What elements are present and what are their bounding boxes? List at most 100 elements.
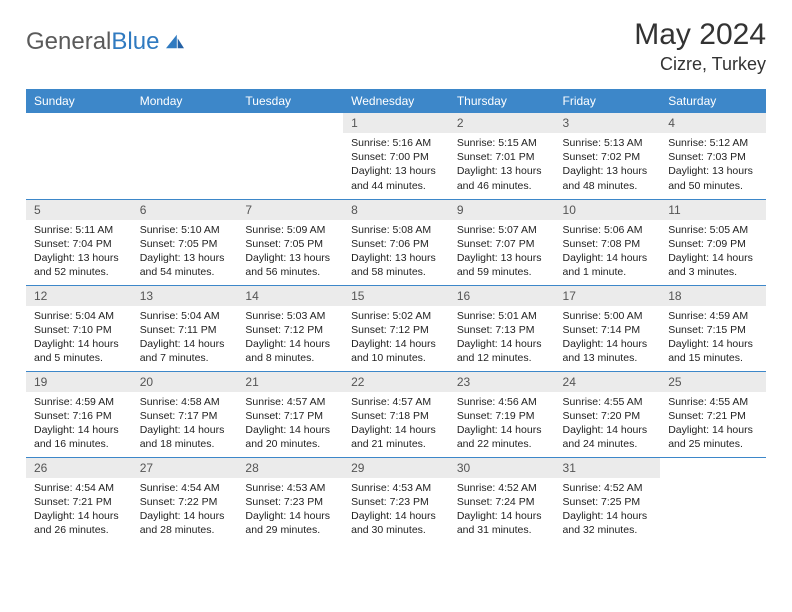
title-block: May 2024 Cizre, Turkey: [634, 18, 766, 75]
sunset-text: Sunset: 7:22 PM: [140, 495, 230, 509]
day-number: 26: [26, 458, 132, 478]
calendar-cell: 11Sunrise: 5:05 AMSunset: 7:09 PMDayligh…: [660, 199, 766, 285]
sunset-text: Sunset: 7:25 PM: [563, 495, 653, 509]
day-details: Sunrise: 4:55 AMSunset: 7:20 PMDaylight:…: [555, 392, 661, 456]
sunrise-text: Sunrise: 4:52 AM: [457, 481, 547, 495]
calendar-cell: 6Sunrise: 5:10 AMSunset: 7:05 PMDaylight…: [132, 199, 238, 285]
sunrise-text: Sunrise: 4:55 AM: [563, 395, 653, 409]
day-number: 22: [343, 372, 449, 392]
day-header: Wednesday: [343, 89, 449, 113]
sunrise-text: Sunrise: 5:09 AM: [245, 223, 335, 237]
daylight-text: Daylight: 14 hours and 15 minutes.: [668, 337, 758, 365]
day-header-row: SundayMondayTuesdayWednesdayThursdayFrid…: [26, 89, 766, 113]
sunset-text: Sunset: 7:24 PM: [457, 495, 547, 509]
sunrise-text: Sunrise: 5:15 AM: [457, 136, 547, 150]
sunset-text: Sunset: 7:14 PM: [563, 323, 653, 337]
day-number: 8: [343, 200, 449, 220]
day-details: Sunrise: 4:53 AMSunset: 7:23 PMDaylight:…: [343, 478, 449, 542]
sunrise-text: Sunrise: 5:06 AM: [563, 223, 653, 237]
sunset-text: Sunset: 7:01 PM: [457, 150, 547, 164]
day-details: Sunrise: 5:09 AMSunset: 7:05 PMDaylight:…: [237, 220, 343, 284]
day-details: Sunrise: 5:15 AMSunset: 7:01 PMDaylight:…: [449, 133, 555, 197]
calendar-row: 5Sunrise: 5:11 AMSunset: 7:04 PMDaylight…: [26, 199, 766, 285]
daylight-text: Daylight: 13 hours and 56 minutes.: [245, 251, 335, 279]
day-number: 12: [26, 286, 132, 306]
day-header: Friday: [555, 89, 661, 113]
daylight-text: Daylight: 14 hours and 29 minutes.: [245, 509, 335, 537]
sunrise-text: Sunrise: 5:02 AM: [351, 309, 441, 323]
sunrise-text: Sunrise: 5:07 AM: [457, 223, 547, 237]
day-number: 27: [132, 458, 238, 478]
day-number: [660, 458, 766, 464]
calendar-cell: 19Sunrise: 4:59 AMSunset: 7:16 PMDayligh…: [26, 371, 132, 457]
daylight-text: Daylight: 14 hours and 25 minutes.: [668, 423, 758, 451]
sail-icon: [164, 33, 186, 51]
calendar-cell: 23Sunrise: 4:56 AMSunset: 7:19 PMDayligh…: [449, 371, 555, 457]
sunrise-text: Sunrise: 5:08 AM: [351, 223, 441, 237]
calendar-row: 19Sunrise: 4:59 AMSunset: 7:16 PMDayligh…: [26, 371, 766, 457]
sunset-text: Sunset: 7:15 PM: [668, 323, 758, 337]
daylight-text: Daylight: 14 hours and 20 minutes.: [245, 423, 335, 451]
sunrise-text: Sunrise: 4:53 AM: [245, 481, 335, 495]
daylight-text: Daylight: 14 hours and 16 minutes.: [34, 423, 124, 451]
day-header: Thursday: [449, 89, 555, 113]
day-number: 3: [555, 113, 661, 133]
calendar-cell: 26Sunrise: 4:54 AMSunset: 7:21 PMDayligh…: [26, 457, 132, 543]
day-number: 7: [237, 200, 343, 220]
daylight-text: Daylight: 13 hours and 48 minutes.: [563, 164, 653, 192]
day-details: Sunrise: 4:53 AMSunset: 7:23 PMDaylight:…: [237, 478, 343, 542]
sunrise-text: Sunrise: 5:05 AM: [668, 223, 758, 237]
day-details: Sunrise: 4:59 AMSunset: 7:16 PMDaylight:…: [26, 392, 132, 456]
day-details: Sunrise: 5:13 AMSunset: 7:02 PMDaylight:…: [555, 133, 661, 197]
calendar-cell: 30Sunrise: 4:52 AMSunset: 7:24 PMDayligh…: [449, 457, 555, 543]
day-header: Sunday: [26, 89, 132, 113]
day-header: Tuesday: [237, 89, 343, 113]
day-number: 31: [555, 458, 661, 478]
sunset-text: Sunset: 7:07 PM: [457, 237, 547, 251]
day-number: 30: [449, 458, 555, 478]
day-number: 24: [555, 372, 661, 392]
calendar-cell: [237, 113, 343, 199]
daylight-text: Daylight: 14 hours and 12 minutes.: [457, 337, 547, 365]
day-details: Sunrise: 5:16 AMSunset: 7:00 PMDaylight:…: [343, 133, 449, 197]
daylight-text: Daylight: 13 hours and 58 minutes.: [351, 251, 441, 279]
sunrise-text: Sunrise: 5:04 AM: [140, 309, 230, 323]
day-number: [132, 113, 238, 119]
daylight-text: Daylight: 14 hours and 10 minutes.: [351, 337, 441, 365]
daylight-text: Daylight: 13 hours and 52 minutes.: [34, 251, 124, 279]
sunset-text: Sunset: 7:19 PM: [457, 409, 547, 423]
calendar-cell: 29Sunrise: 4:53 AMSunset: 7:23 PMDayligh…: [343, 457, 449, 543]
sunrise-text: Sunrise: 5:04 AM: [34, 309, 124, 323]
day-number: 6: [132, 200, 238, 220]
sunset-text: Sunset: 7:20 PM: [563, 409, 653, 423]
calendar-cell: [26, 113, 132, 199]
sunset-text: Sunset: 7:00 PM: [351, 150, 441, 164]
daylight-text: Daylight: 14 hours and 30 minutes.: [351, 509, 441, 537]
daylight-text: Daylight: 14 hours and 32 minutes.: [563, 509, 653, 537]
calendar-cell: 20Sunrise: 4:58 AMSunset: 7:17 PMDayligh…: [132, 371, 238, 457]
day-number: 20: [132, 372, 238, 392]
sunset-text: Sunset: 7:11 PM: [140, 323, 230, 337]
sunset-text: Sunset: 7:21 PM: [34, 495, 124, 509]
sunset-text: Sunset: 7:05 PM: [140, 237, 230, 251]
sunset-text: Sunset: 7:04 PM: [34, 237, 124, 251]
daylight-text: Daylight: 14 hours and 13 minutes.: [563, 337, 653, 365]
sunset-text: Sunset: 7:21 PM: [668, 409, 758, 423]
sunrise-text: Sunrise: 4:52 AM: [563, 481, 653, 495]
calendar-cell: 21Sunrise: 4:57 AMSunset: 7:17 PMDayligh…: [237, 371, 343, 457]
calendar-row: 12Sunrise: 5:04 AMSunset: 7:10 PMDayligh…: [26, 285, 766, 371]
daylight-text: Daylight: 14 hours and 28 minutes.: [140, 509, 230, 537]
day-details: Sunrise: 4:52 AMSunset: 7:25 PMDaylight:…: [555, 478, 661, 542]
sunrise-text: Sunrise: 5:03 AM: [245, 309, 335, 323]
calendar-cell: 5Sunrise: 5:11 AMSunset: 7:04 PMDaylight…: [26, 199, 132, 285]
day-number: 13: [132, 286, 238, 306]
calendar-cell: 2Sunrise: 5:15 AMSunset: 7:01 PMDaylight…: [449, 113, 555, 199]
daylight-text: Daylight: 14 hours and 22 minutes.: [457, 423, 547, 451]
day-number: 28: [237, 458, 343, 478]
sunrise-text: Sunrise: 4:59 AM: [34, 395, 124, 409]
day-header: Saturday: [660, 89, 766, 113]
sunset-text: Sunset: 7:13 PM: [457, 323, 547, 337]
sunrise-text: Sunrise: 4:55 AM: [668, 395, 758, 409]
day-number: 5: [26, 200, 132, 220]
day-details: Sunrise: 4:57 AMSunset: 7:18 PMDaylight:…: [343, 392, 449, 456]
